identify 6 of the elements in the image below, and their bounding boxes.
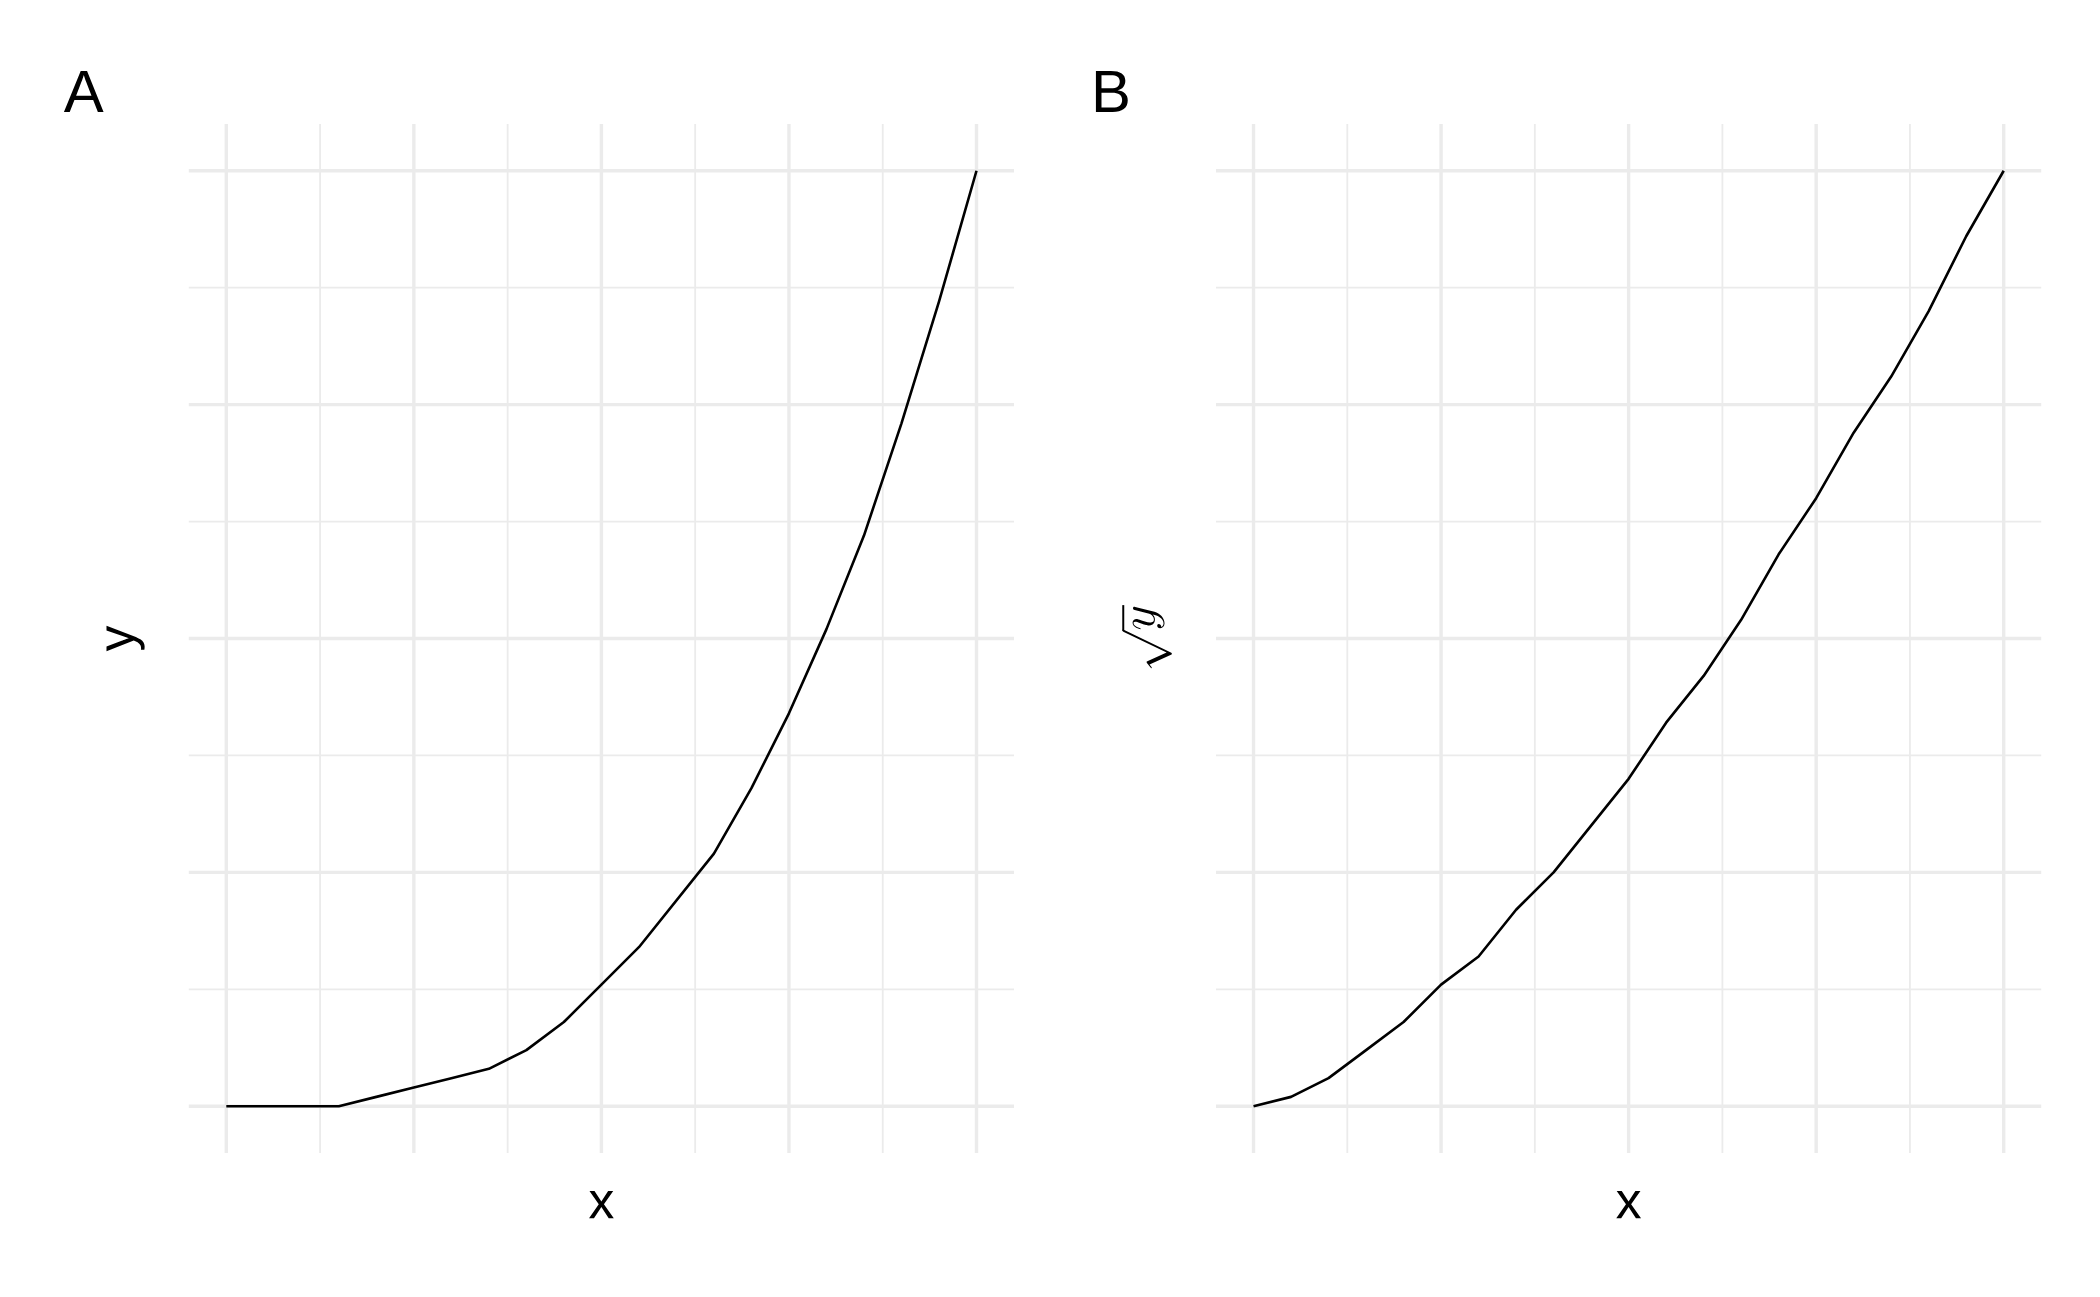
- y-axis-title: y: [106, 625, 145, 652]
- x-axis-title: x: [589, 1190, 614, 1219]
- x-axis-title: x: [1616, 1190, 1642, 1219]
- y-axis-title: $\sqrt{y}$: [1122, 605, 1172, 669]
- chart-title: B: [1095, 70, 1128, 113]
- chart-title: A: [63, 70, 104, 113]
